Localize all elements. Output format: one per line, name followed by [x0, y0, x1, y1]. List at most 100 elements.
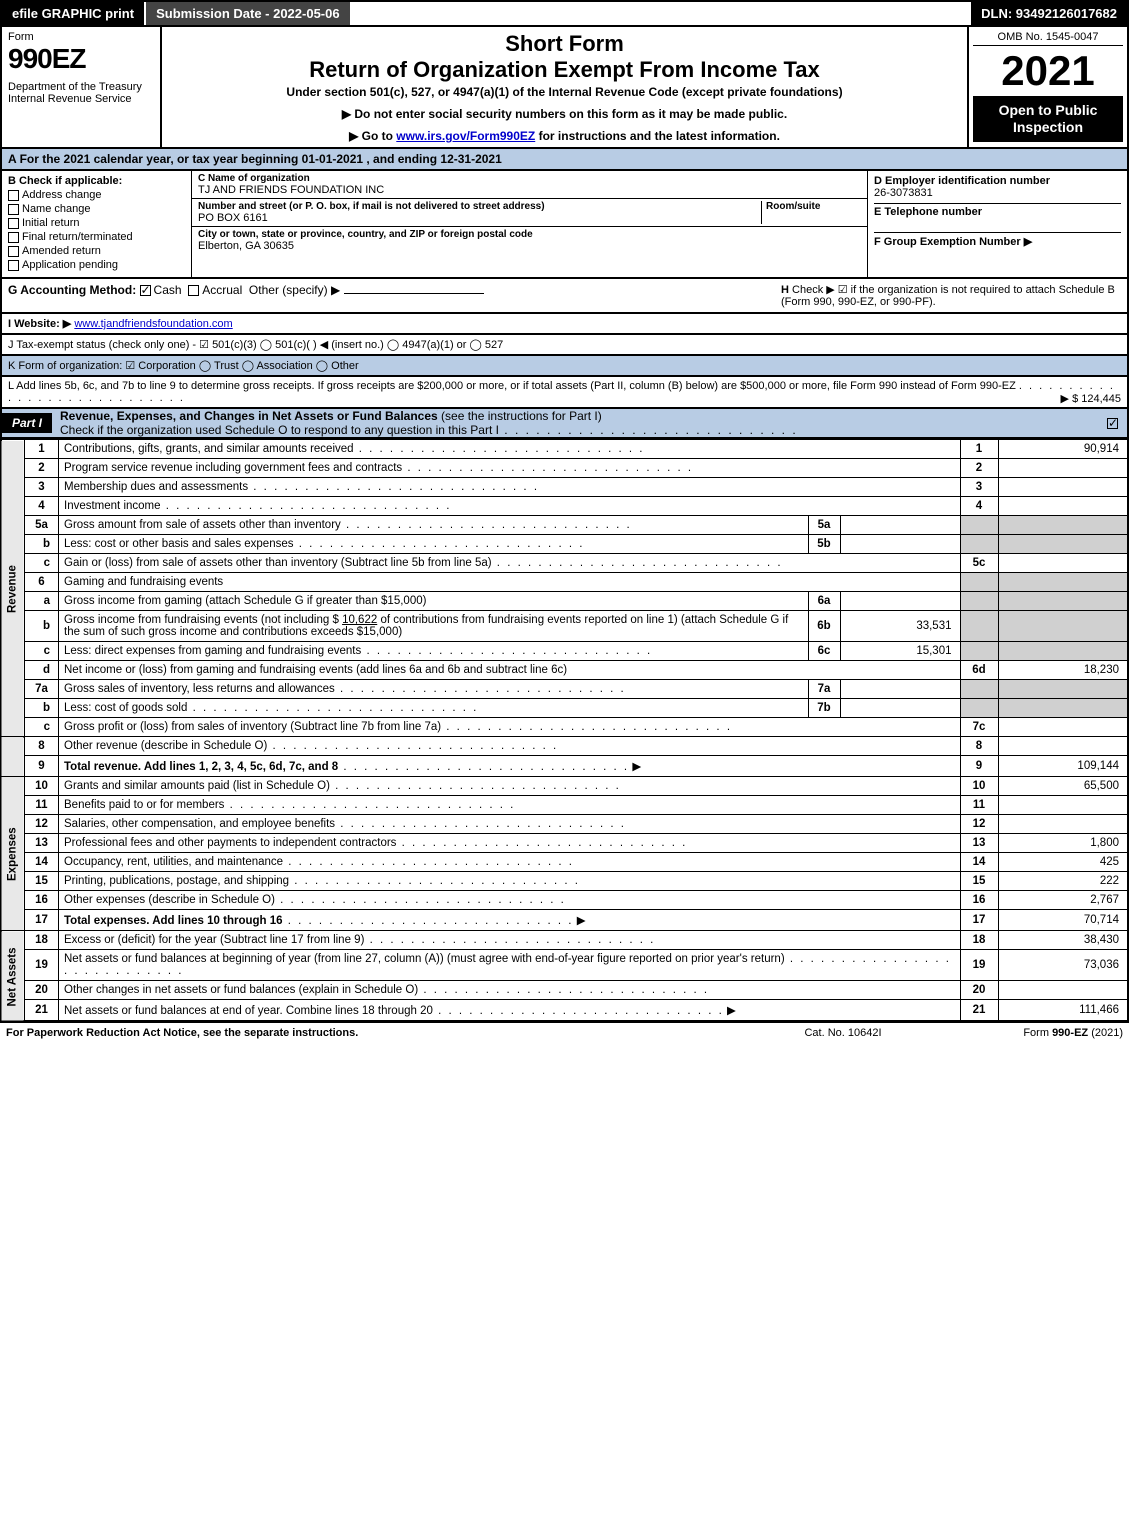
part-i-header: Part I Revenue, Expenses, and Changes in…: [0, 409, 1129, 439]
notice-goto: ▶ Go to www.irs.gov/Form990EZ for instru…: [170, 129, 959, 143]
l5b-amt: [998, 535, 1128, 554]
l16-amt: 2,767: [998, 891, 1128, 910]
l11-amt: [998, 796, 1128, 815]
l6a-mida: [840, 592, 960, 611]
l7b-num: b: [25, 699, 59, 718]
l10-cell: 10: [960, 777, 998, 796]
header-left: Form 990EZ Department of the Treasury In…: [2, 27, 162, 147]
l6b-mid: 6b: [808, 611, 840, 642]
part-i-tag: Part I: [2, 413, 52, 433]
l10-desc: Grants and similar amounts paid (list in…: [64, 780, 330, 792]
l5a-mida: [840, 516, 960, 535]
l3-num: 3: [25, 478, 59, 497]
chk-address-change[interactable]: Address change: [8, 189, 185, 201]
l21-cell: 21: [960, 1000, 998, 1022]
l7a-num: 7a: [25, 680, 59, 699]
l6c-num: c: [25, 642, 59, 661]
org-name: TJ AND FRIENDS FOUNDATION INC: [198, 184, 861, 196]
c-city-label: City or town, state or province, country…: [198, 229, 857, 240]
l5b-num: b: [25, 535, 59, 554]
topbar: efile GRAPHIC print Submission Date - 20…: [0, 0, 1129, 27]
l17-desc: Total expenses. Add lines 10 through 16: [64, 915, 283, 927]
l6d-num: d: [25, 661, 59, 680]
l5c-num: c: [25, 554, 59, 573]
efile-print-button[interactable]: efile GRAPHIC print: [2, 2, 146, 25]
l19-amt: 73,036: [998, 950, 1128, 981]
l17-num: 17: [25, 910, 59, 931]
row-k: K Form of organization: ☑ Corporation ◯ …: [0, 356, 1129, 377]
chk-amended-return[interactable]: Amended return: [8, 245, 185, 257]
l8-desc: Other revenue (describe in Schedule O): [64, 740, 267, 752]
chk-application-pending[interactable]: Application pending: [8, 259, 185, 271]
l18-num: 18: [25, 931, 59, 950]
notice-ssn: Do not enter social security numbers on …: [170, 107, 959, 121]
chk-schedule-o[interactable]: [1107, 418, 1118, 429]
l7b-mid: 7b: [808, 699, 840, 718]
l-amount: ▶ $ 124,445: [1061, 392, 1121, 405]
i-label: I Website: ▶: [8, 318, 71, 330]
form-header: Form 990EZ Department of the Treasury In…: [0, 27, 1129, 149]
l12-cell: 12: [960, 815, 998, 834]
l6-cell: [960, 573, 998, 592]
l6c-cell: [960, 642, 998, 661]
form-number: 990EZ: [8, 43, 154, 75]
l14-num: 14: [25, 853, 59, 872]
l6a-cell: [960, 592, 998, 611]
l5b-mida: [840, 535, 960, 554]
chk-accrual[interactable]: [188, 285, 199, 296]
l14-amt: 425: [998, 853, 1128, 872]
l6b-amt: [998, 611, 1128, 642]
l7c-num: c: [25, 718, 59, 737]
l5a-mid: 5a: [808, 516, 840, 535]
c-street-label: Number and street (or P. O. box, if mail…: [198, 201, 757, 212]
l18-cell: 18: [960, 931, 998, 950]
l5a-desc: Gross amount from sale of assets other t…: [64, 519, 341, 531]
submission-date-button[interactable]: Submission Date - 2022-05-06: [146, 2, 352, 25]
chk-name-change[interactable]: Name change: [8, 203, 185, 215]
website-link[interactable]: www.tjandfriendsfoundation.com: [74, 318, 232, 330]
l5b-cell: [960, 535, 998, 554]
short-form-title: Short Form: [170, 31, 959, 57]
ein-label: D Employer identification number: [874, 175, 1121, 187]
part-i-sub: (see the instructions for Part I): [441, 409, 602, 423]
l4-amt: [998, 497, 1128, 516]
irs-link[interactable]: www.irs.gov/Form990EZ: [396, 129, 535, 143]
l6-desc: Gaming and fundraising events: [59, 573, 961, 592]
tax-year: 2021: [973, 50, 1123, 92]
l3-desc: Membership dues and assessments: [64, 481, 248, 493]
l17-amt: 70,714: [998, 910, 1128, 931]
l2-cell: 2: [960, 459, 998, 478]
chk-initial-return[interactable]: Initial return: [8, 217, 185, 229]
group-label: F Group Exemption Number ▶: [874, 232, 1121, 248]
row-g-h: G Accounting Method: Cash Accrual Other …: [0, 279, 1129, 314]
open-inspection: Open to Public Inspection: [973, 96, 1123, 142]
row-j: J Tax-exempt status (check only one) - ☑…: [0, 335, 1129, 356]
chk-final-return[interactable]: Final return/terminated: [8, 231, 185, 243]
l10-num: 10: [25, 777, 59, 796]
l6b-fill: 10,622: [342, 614, 377, 626]
chk-cash[interactable]: [140, 285, 151, 296]
l9-amt: 109,144: [998, 756, 1128, 777]
tel-label: E Telephone number: [874, 203, 1121, 218]
expenses-label: Expenses: [1, 777, 25, 931]
l13-amt: 1,800: [998, 834, 1128, 853]
l19-cell: 19: [960, 950, 998, 981]
row-i: I Website: ▶ www.tjandfriendsfoundation.…: [0, 314, 1129, 335]
l10-amt: 65,500: [998, 777, 1128, 796]
l6c-amt: [998, 642, 1128, 661]
l6c-desc: Less: direct expenses from gaming and fu…: [64, 645, 361, 657]
l11-cell: 11: [960, 796, 998, 815]
l6c-mid: 6c: [808, 642, 840, 661]
l7a-amt: [998, 680, 1128, 699]
header-right: OMB No. 1545-0047 2021 Open to Public In…: [967, 27, 1127, 147]
l7a-mid: 7a: [808, 680, 840, 699]
l5a-cell: [960, 516, 998, 535]
l5c-cell: 5c: [960, 554, 998, 573]
l6a-desc: Gross income from gaming (attach Schedul…: [64, 595, 426, 607]
l15-cell: 15: [960, 872, 998, 891]
l12-amt: [998, 815, 1128, 834]
omb-number: OMB No. 1545-0047: [973, 31, 1123, 46]
l5a-amt: [998, 516, 1128, 535]
l12-desc: Salaries, other compensation, and employ…: [64, 818, 335, 830]
l11-desc: Benefits paid to or for members: [64, 799, 224, 811]
